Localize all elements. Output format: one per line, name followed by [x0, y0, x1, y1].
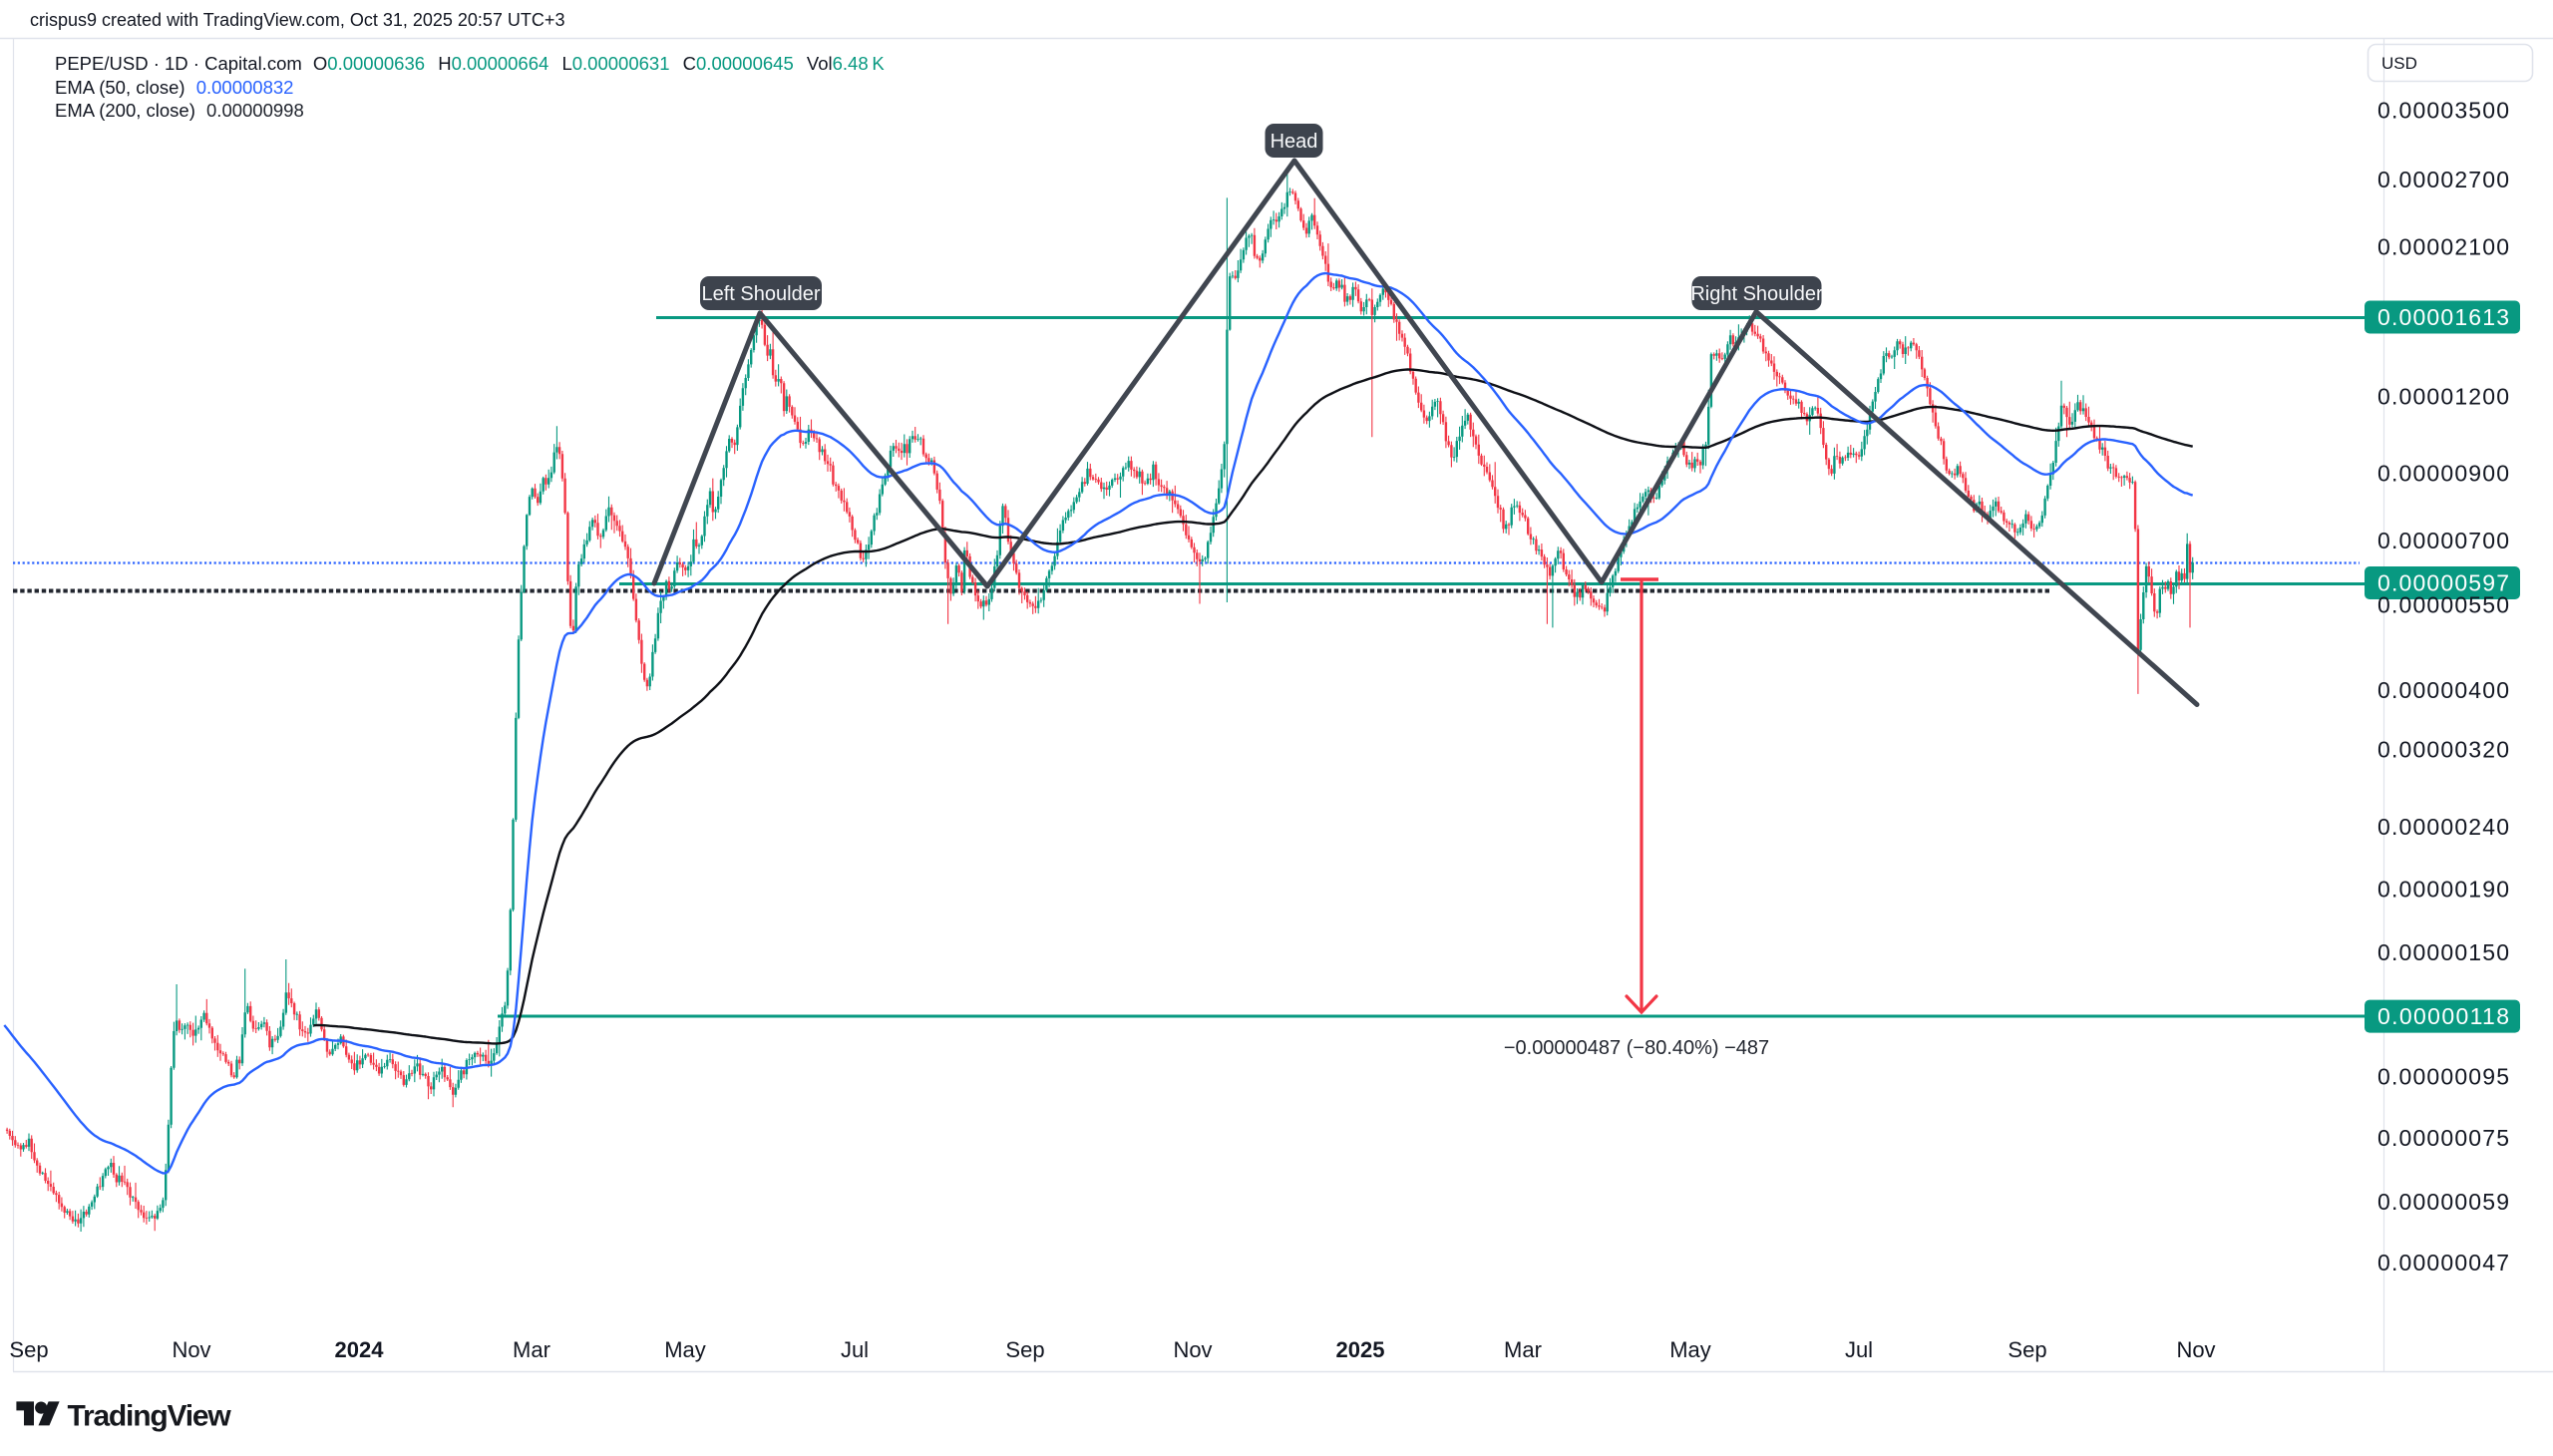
svg-text:May: May [664, 1337, 706, 1362]
svg-text:0.00000059: 0.00000059 [2377, 1189, 2509, 1215]
svg-text:EMA (200, close) 0.00000998: EMA (200, close) 0.00000998 [55, 100, 304, 121]
svg-text:Nov: Nov [2176, 1337, 2215, 1362]
svg-text:0.00000400: 0.00000400 [2377, 677, 2509, 703]
svg-text:0.00000095: 0.00000095 [2377, 1063, 2509, 1089]
svg-text:Sep: Sep [1005, 1337, 1044, 1362]
svg-text:0.00000700: 0.00000700 [2377, 528, 2509, 553]
svg-text:Sep: Sep [2007, 1337, 2046, 1362]
svg-text:0.00000900: 0.00000900 [2377, 460, 2509, 486]
svg-text:0.00000047: 0.00000047 [2377, 1250, 2509, 1275]
svg-text:Right Shoulder: Right Shoulder [1690, 283, 1823, 305]
svg-text:May: May [1669, 1337, 1711, 1362]
svg-text:0.00000190: 0.00000190 [2377, 876, 2509, 902]
svg-text:USD: USD [2381, 54, 2417, 73]
svg-text:0.00001200: 0.00001200 [2377, 383, 2509, 409]
svg-text:TradingView: TradingView [68, 1400, 232, 1433]
svg-text:−0.00000487 (−80.40%) −487: −0.00000487 (−80.40%) −487 [1504, 1037, 1769, 1059]
svg-text:Head: Head [1271, 131, 1318, 153]
svg-text:Mar: Mar [1504, 1337, 1542, 1362]
svg-text:Left Shoulder: Left Shoulder [702, 283, 821, 305]
svg-text:0.00000597: 0.00000597 [2377, 570, 2509, 596]
svg-text:Nov: Nov [1173, 1337, 1212, 1362]
svg-text:Jul: Jul [1845, 1337, 1873, 1362]
svg-text:EMA (50, close) 0.00000832: EMA (50, close) 0.00000832 [55, 77, 293, 98]
svg-text:Sep: Sep [9, 1337, 48, 1362]
svg-text:0.00002700: 0.00002700 [2377, 167, 2509, 192]
svg-text:PEPE/USD · 1D · Capital.com O: PEPE/USD · 1D · Capital.com O0.00000636 … [55, 53, 885, 74]
svg-text:0.00001613: 0.00001613 [2377, 304, 2509, 330]
svg-text:Nov: Nov [172, 1337, 210, 1362]
svg-text:2024: 2024 [335, 1337, 385, 1362]
svg-text:0.00000320: 0.00000320 [2377, 737, 2509, 763]
svg-text:0.00000240: 0.00000240 [2377, 814, 2509, 840]
svg-text:0.00000550: 0.00000550 [2377, 592, 2509, 618]
svg-text:2025: 2025 [1336, 1337, 1385, 1362]
svg-text:crispus9 created with TradingV: crispus9 created with TradingView.com, O… [30, 10, 564, 30]
svg-text:0.00003500: 0.00003500 [2377, 97, 2509, 123]
svg-text:0.00002100: 0.00002100 [2377, 233, 2509, 259]
svg-text:0.00000118: 0.00000118 [2377, 1003, 2509, 1029]
svg-text:0.00000150: 0.00000150 [2377, 939, 2509, 965]
svg-text:Mar: Mar [513, 1337, 550, 1362]
svg-text:0.00000075: 0.00000075 [2377, 1125, 2509, 1151]
svg-text:Jul: Jul [841, 1337, 869, 1362]
